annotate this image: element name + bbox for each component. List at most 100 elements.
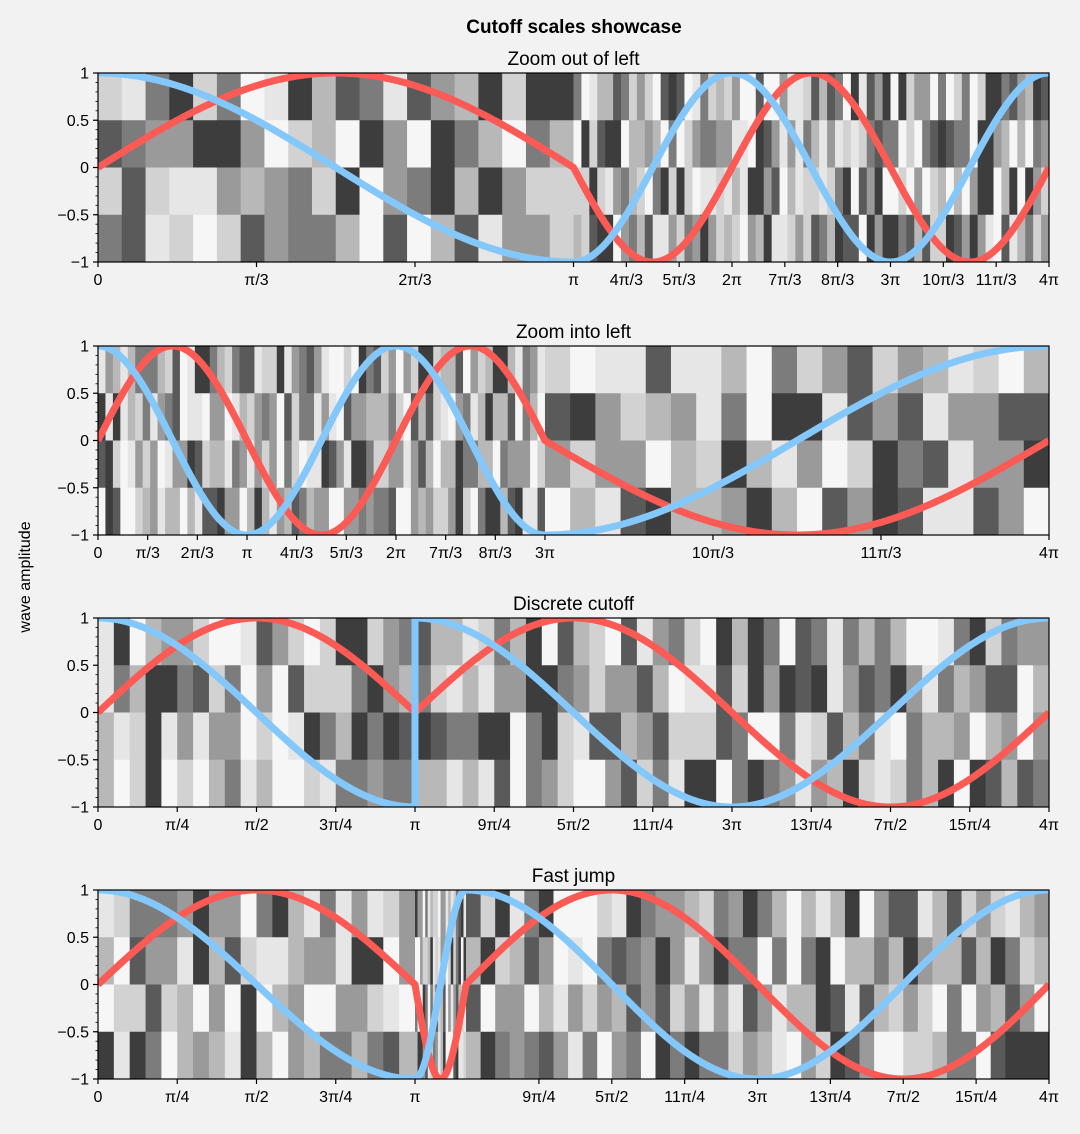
- background-cell: [538, 937, 554, 985]
- background-cell: [938, 759, 955, 807]
- background-cell: [515, 440, 524, 489]
- background-cell: [463, 1031, 467, 1079]
- background-cell: [724, 73, 733, 121]
- cosine-series-line: [98, 618, 1049, 807]
- background-cell: [747, 73, 757, 121]
- background-cell: [795, 167, 804, 216]
- background-cell: [676, 120, 685, 168]
- x-tick-label: 7π/3: [768, 272, 801, 289]
- background-cell: [264, 167, 289, 216]
- background-cell: [425, 984, 429, 1033]
- background-cell: [304, 984, 321, 1033]
- background-cell: [660, 167, 669, 216]
- background-cell: [721, 346, 747, 394]
- background-cell: [917, 1031, 933, 1079]
- background-cell: [120, 393, 129, 441]
- background-cell: [450, 937, 454, 985]
- background-cell: [763, 618, 780, 666]
- background-cell: [172, 393, 181, 441]
- background-cell: [842, 214, 852, 262]
- background-cell: [636, 665, 654, 713]
- background-cell: [819, 214, 828, 262]
- background-cell: [796, 346, 823, 394]
- background-cell: [621, 214, 630, 262]
- background-cell: [787, 214, 796, 262]
- background-cell: [613, 73, 622, 121]
- background-cell: [969, 167, 979, 216]
- background-cell: [538, 1031, 554, 1079]
- background-cell: [771, 120, 780, 168]
- background-cell: [1001, 167, 1010, 216]
- background-cell: [850, 120, 860, 168]
- background-cell: [351, 440, 360, 489]
- background-cell: [440, 440, 449, 489]
- background-cell: [455, 346, 464, 394]
- background-cell: [732, 167, 741, 216]
- background-cell: [530, 487, 538, 535]
- background-cell: [150, 346, 158, 394]
- background-cell: [581, 120, 590, 168]
- background-cell: [98, 618, 115, 666]
- background-cell: [202, 487, 211, 535]
- background-cell: [399, 759, 416, 807]
- background-cell: [240, 984, 257, 1033]
- background-cell: [716, 214, 725, 262]
- background-cell: [945, 214, 955, 262]
- background-cell: [179, 346, 188, 394]
- x-tick-label: 2π: [722, 272, 742, 289]
- background-cell: [129, 759, 146, 807]
- background-cell: [917, 890, 933, 938]
- background-cell: [655, 890, 671, 938]
- background-cell: [973, 393, 999, 441]
- background-cell: [620, 393, 647, 441]
- background-cell: [747, 120, 757, 168]
- background-cell: [480, 1031, 496, 1079]
- background-cell: [573, 618, 590, 666]
- background-cell: [732, 120, 741, 168]
- background-cell: [507, 440, 516, 489]
- background-cell: [367, 618, 384, 666]
- x-tick-label: π: [568, 272, 579, 289]
- background-cell: [716, 120, 725, 168]
- background-cell: [224, 618, 242, 666]
- background-cell: [771, 487, 798, 535]
- y-tick-label: −0.5: [57, 480, 89, 497]
- background-cell: [272, 937, 289, 985]
- background-cell: [425, 487, 434, 535]
- background-cell: [135, 440, 144, 489]
- background-cell: [914, 120, 923, 168]
- background-cell: [500, 393, 509, 441]
- background-cell: [129, 712, 146, 761]
- background-cell: [985, 73, 994, 121]
- background-cell: [500, 487, 509, 535]
- background-cell: [859, 937, 875, 985]
- background-cell: [492, 346, 501, 394]
- background-cell: [990, 890, 1006, 938]
- background-cell: [1017, 618, 1034, 666]
- background-cell: [165, 393, 173, 441]
- x-tick-label: 9π/4: [522, 1089, 555, 1106]
- y-tick-label: 0: [80, 160, 89, 177]
- background-cell: [553, 984, 569, 1033]
- background-cell: [890, 712, 907, 761]
- background-cell: [882, 167, 891, 216]
- background-cell: [495, 984, 511, 1033]
- background-cell: [811, 167, 820, 216]
- background-cell: [755, 167, 765, 216]
- background-cell: [568, 1031, 584, 1079]
- background-cell: [771, 346, 798, 394]
- background-cell: [570, 393, 596, 441]
- background-cell: [595, 346, 621, 394]
- background-cell: [1023, 346, 1049, 394]
- background-cell: [478, 120, 503, 168]
- background-cell: [403, 346, 412, 394]
- background-cell: [888, 1031, 904, 1079]
- background-cell: [696, 440, 722, 489]
- background-cell: [157, 487, 166, 535]
- background-cell: [628, 167, 638, 216]
- background-cell: [246, 346, 255, 394]
- background-cell: [403, 440, 412, 489]
- background-cell: [827, 712, 844, 761]
- background-cell: [284, 393, 293, 441]
- background-cell: [747, 665, 765, 713]
